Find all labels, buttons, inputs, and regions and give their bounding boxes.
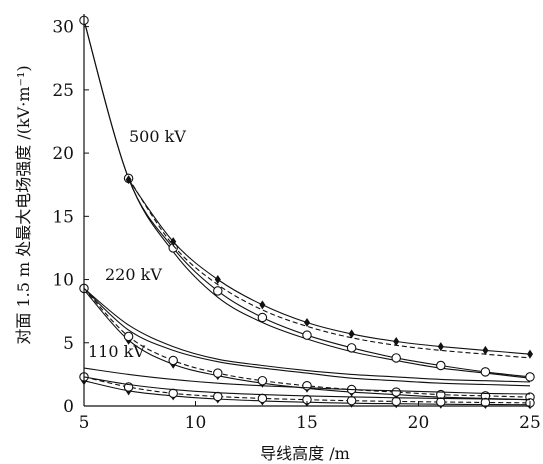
data-point-circle — [391, 387, 401, 397]
voltage-group-label: 500 kV — [129, 127, 186, 146]
data-point-circle — [168, 355, 178, 366]
data-point-circle — [436, 360, 446, 371]
data-point-circle — [213, 391, 223, 402]
x-tick-label: 10 — [185, 413, 207, 433]
data-point-circle — [391, 353, 401, 363]
data-point-circle — [346, 343, 357, 353]
data-point-diamond — [170, 237, 177, 247]
x-tick-label: 15 — [296, 413, 318, 433]
data-point-diamond — [214, 275, 221, 285]
data-point-diamond — [304, 318, 310, 328]
data-point-diamond — [482, 345, 489, 355]
data-point-circle — [391, 396, 401, 407]
data-point-circle — [168, 388, 178, 399]
data-point-circle — [525, 372, 535, 382]
group-labels: 500 kV 220 kV 110 kV — [88, 127, 186, 361]
y-tick-label: 5 — [63, 334, 74, 354]
data-point-circle — [480, 367, 491, 377]
series-line — [128, 179, 531, 355]
data-point-circle — [257, 375, 268, 386]
data-point-diamond — [527, 349, 533, 359]
data-point-diamond — [437, 342, 444, 352]
data-point-circle — [480, 397, 491, 408]
data-point-circle — [213, 368, 223, 378]
y-tick-label: 15 — [52, 207, 74, 227]
y-tick-label: 0 — [63, 397, 74, 417]
y-tick-label: 10 — [52, 271, 74, 291]
y-tick-label: 25 — [52, 81, 74, 101]
data-point-circle — [436, 397, 446, 407]
series-line — [128, 178, 531, 359]
series-line — [83, 367, 531, 395]
x-tick-label: 5 — [79, 413, 90, 433]
y-tick-label: 20 — [52, 144, 74, 164]
voltage-group-label: 110 kV — [88, 342, 145, 361]
y-tick-label: 30 — [52, 18, 74, 38]
series-line — [83, 288, 531, 398]
data-point-circle — [302, 330, 312, 340]
x-tick-label: 25 — [519, 413, 541, 433]
data-point-diamond — [259, 300, 266, 310]
x-axis-label: 导线高度 /m — [260, 444, 350, 463]
data-point-diamond — [125, 175, 132, 185]
data-point-diamond — [348, 329, 355, 339]
series-line — [83, 20, 531, 378]
data-point-circle — [213, 286, 223, 296]
data-point-circle — [123, 331, 134, 342]
y-axis-label: 对面 1.5 m 处最大电场强度 /(kV·m⁻¹) — [14, 65, 33, 345]
data-point-diamond — [393, 337, 400, 347]
data-point-circle — [302, 381, 312, 391]
series-line — [83, 288, 531, 387]
data-point-circle — [346, 395, 357, 406]
voltage-group-label: 220 kV — [105, 265, 162, 284]
plot-area — [79, 15, 535, 410]
data-point-circle — [257, 312, 268, 323]
x-tick-label: 20 — [408, 413, 430, 433]
series-line — [83, 287, 531, 383]
series-line — [83, 376, 531, 401]
data-point-circle — [257, 393, 268, 404]
